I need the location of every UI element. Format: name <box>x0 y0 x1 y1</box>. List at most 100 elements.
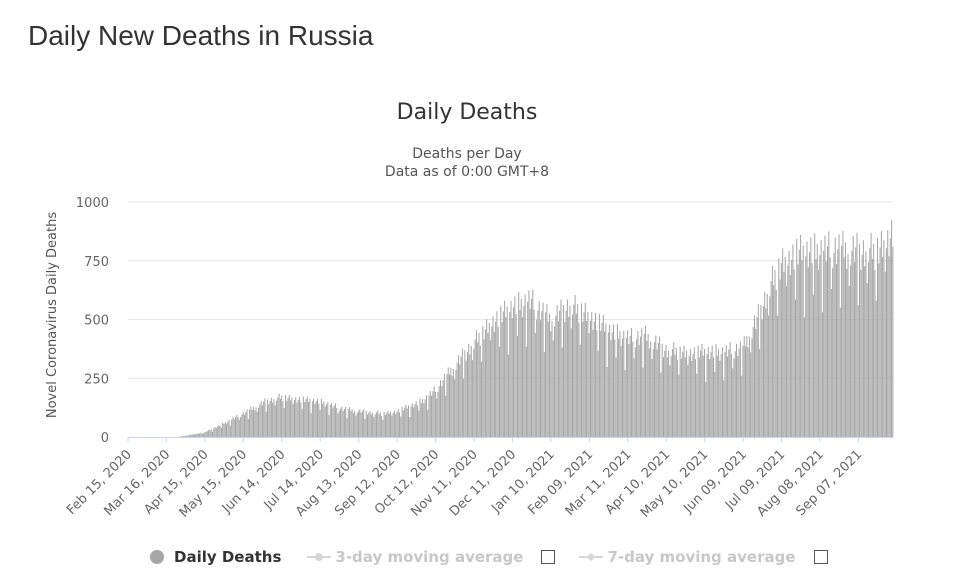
bar[interactable] <box>336 408 338 437</box>
bar[interactable] <box>811 263 813 437</box>
bar[interactable] <box>774 269 776 437</box>
bar[interactable] <box>588 333 590 437</box>
bar[interactable] <box>879 247 881 437</box>
bar[interactable] <box>386 412 388 437</box>
bar[interactable] <box>787 265 789 437</box>
bar[interactable] <box>552 340 554 437</box>
bar[interactable] <box>249 409 251 438</box>
bar[interactable] <box>723 380 725 437</box>
bar[interactable] <box>636 339 638 437</box>
bar[interactable] <box>359 409 361 437</box>
bar[interactable] <box>832 268 834 437</box>
bar[interactable] <box>593 321 595 437</box>
bar[interactable] <box>185 436 187 437</box>
bar[interactable] <box>733 358 735 437</box>
bar[interactable] <box>545 312 547 437</box>
bar[interactable] <box>580 303 582 437</box>
bar[interactable] <box>645 325 647 437</box>
bar[interactable] <box>888 256 890 437</box>
bar[interactable] <box>847 254 849 437</box>
bar[interactable] <box>801 260 803 437</box>
bar[interactable] <box>628 344 630 437</box>
bar[interactable] <box>883 240 885 437</box>
bar[interactable] <box>659 336 661 437</box>
bar[interactable] <box>440 380 442 437</box>
bar[interactable] <box>582 321 584 437</box>
bar[interactable] <box>392 412 394 437</box>
bar[interactable] <box>186 435 188 437</box>
bar[interactable] <box>828 231 830 437</box>
bar[interactable] <box>705 382 707 437</box>
bar[interactable] <box>752 327 754 437</box>
bar[interactable] <box>314 403 316 437</box>
bar[interactable] <box>472 360 474 437</box>
bar[interactable] <box>451 375 453 437</box>
bar[interactable] <box>224 422 226 437</box>
bar[interactable] <box>557 321 559 437</box>
bar[interactable] <box>629 335 631 437</box>
bar[interactable] <box>242 412 244 437</box>
bar[interactable] <box>208 429 210 437</box>
bar[interactable] <box>254 410 256 437</box>
bar[interactable] <box>569 305 571 437</box>
bar[interactable] <box>191 434 193 437</box>
bar[interactable] <box>279 399 281 437</box>
bar[interactable] <box>445 395 447 437</box>
bar[interactable] <box>497 327 499 437</box>
bar[interactable] <box>358 411 360 437</box>
bar[interactable] <box>860 269 862 437</box>
bar[interactable] <box>716 355 718 437</box>
bar[interactable] <box>528 290 530 437</box>
bar[interactable] <box>424 399 426 437</box>
bar[interactable] <box>564 321 566 437</box>
bar[interactable] <box>661 343 663 437</box>
bar[interactable] <box>652 348 654 437</box>
bar[interactable] <box>438 386 440 437</box>
bar[interactable] <box>493 331 495 437</box>
bar[interactable] <box>800 234 802 437</box>
bar[interactable] <box>727 356 729 437</box>
bar[interactable] <box>620 345 622 437</box>
bar[interactable] <box>459 364 461 437</box>
bar[interactable] <box>601 322 603 437</box>
bar[interactable] <box>596 330 598 437</box>
bar[interactable] <box>595 312 597 437</box>
bar[interactable] <box>423 403 425 437</box>
bar[interactable] <box>363 409 365 437</box>
bar[interactable] <box>302 396 304 437</box>
bar[interactable] <box>333 405 335 437</box>
bar[interactable] <box>429 390 431 437</box>
bar[interactable] <box>388 413 390 437</box>
bar[interactable] <box>383 411 385 437</box>
bar[interactable] <box>835 264 837 437</box>
bar[interactable] <box>611 332 613 437</box>
bar[interactable] <box>820 240 822 437</box>
bar[interactable] <box>297 399 299 437</box>
bar[interactable] <box>729 342 731 437</box>
checkbox-7day-average[interactable] <box>813 550 828 564</box>
bar[interactable] <box>815 259 817 437</box>
bar[interactable] <box>204 431 206 437</box>
bar[interactable] <box>273 399 275 437</box>
bar[interactable] <box>217 426 219 437</box>
bar[interactable] <box>231 419 233 437</box>
bar[interactable] <box>706 354 708 437</box>
bar[interactable] <box>374 414 376 437</box>
bar[interactable] <box>456 362 458 437</box>
bar[interactable] <box>349 407 351 437</box>
bar[interactable] <box>272 402 274 437</box>
bar[interactable] <box>463 378 465 437</box>
bar[interactable] <box>857 305 859 437</box>
bar[interactable] <box>401 406 403 437</box>
bar[interactable] <box>329 404 331 437</box>
bar[interactable] <box>201 433 203 437</box>
bar[interactable] <box>235 417 237 437</box>
bar[interactable] <box>563 305 565 437</box>
bar[interactable] <box>739 341 741 437</box>
bar[interactable] <box>247 418 249 437</box>
bar[interactable] <box>315 401 317 437</box>
bar[interactable] <box>842 231 844 437</box>
bar[interactable] <box>657 342 659 437</box>
bar[interactable] <box>396 411 398 437</box>
bar[interactable] <box>591 312 593 437</box>
